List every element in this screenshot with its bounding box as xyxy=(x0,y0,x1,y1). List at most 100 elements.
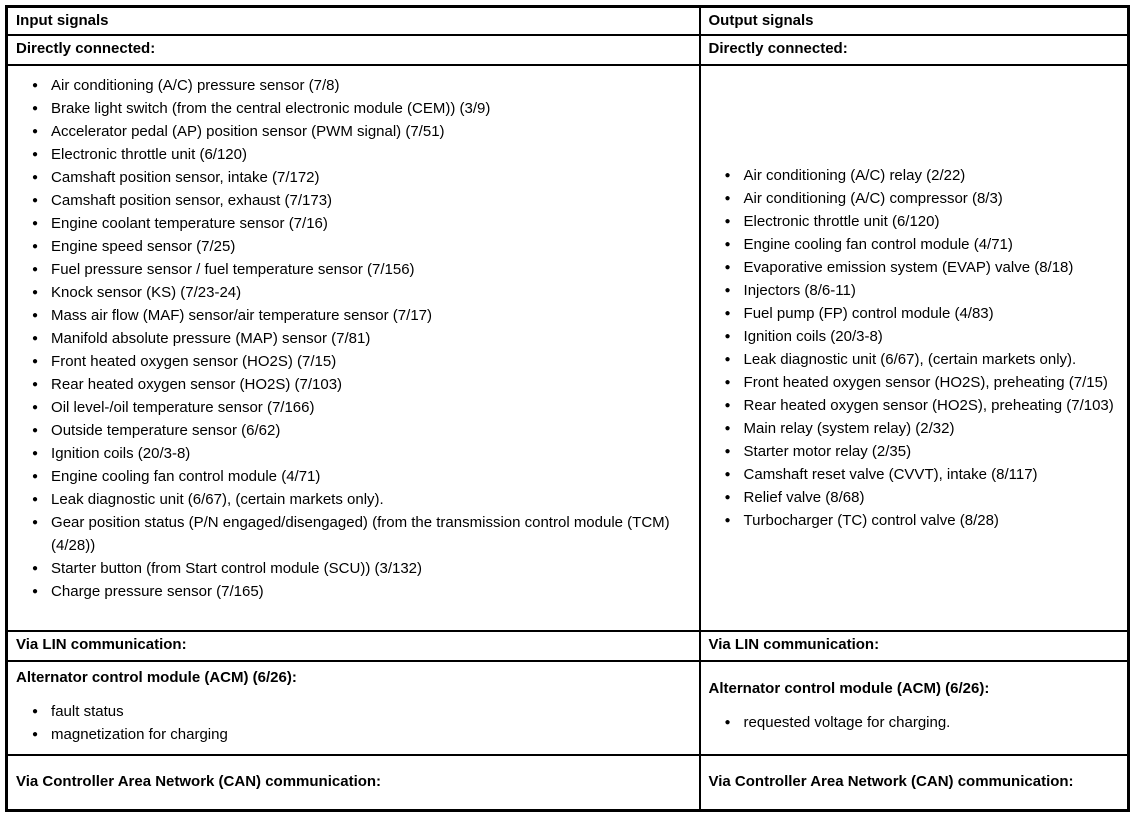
list-item: ● Camshaft position sensor, intake (7/172… xyxy=(32,166,691,189)
header-row: Input signals Output signals xyxy=(5,5,1130,36)
output-directly-connected-cell: Directly connected: xyxy=(698,33,1130,66)
input-acm-title: Alternator control module (ACM) (6/26): xyxy=(16,668,297,686)
bullet-icon: ● xyxy=(32,102,39,114)
bullet-icon: ● xyxy=(724,169,731,181)
list-item-text: Injectors (8/6-11) xyxy=(743,281,856,299)
bullet-icon: ● xyxy=(724,238,731,250)
list-item: ● Camshaft reset valve (CVVT), intake (8/… xyxy=(725,463,1120,486)
list-item: ● Starter button (from Start control modu… xyxy=(32,557,691,580)
list-item-text: Engine cooling fan control module (4/71) xyxy=(743,235,1013,253)
input-directly-connected-label: Directly connected: xyxy=(16,39,156,57)
bullet-icon: ● xyxy=(724,330,731,342)
list-item: ● Engine coolant temperature sensor (7/16… xyxy=(32,212,691,235)
list-item-text: Ignition coils (20/3-8) xyxy=(51,444,191,462)
list-item-text: Camshaft reset valve (CVVT), intake (8/1… xyxy=(743,465,1038,483)
list-item: ● Charge pressure sensor (7/165) xyxy=(32,580,691,603)
input-acm-list: ● fault status ● magnetization for chargin… xyxy=(16,700,691,746)
list-item: ● Engine speed sensor (7/25) xyxy=(32,235,691,258)
list-item: ● Front heated oxygen sensor (HO2S) (7/15… xyxy=(32,350,691,373)
list-item: ● Leak diagnostic unit (6/67), (certain m… xyxy=(725,348,1120,371)
output-signals-header-cell: Output signals xyxy=(698,5,1130,36)
bullet-icon: ● xyxy=(32,194,39,206)
list-item-text: Camshaft position sensor, intake (7/172) xyxy=(51,168,320,186)
list-item-text: Evaporative emission system (EVAP) valve… xyxy=(743,258,1074,276)
list-item-text: Electronic throttle unit (6/120) xyxy=(51,145,247,163)
list-item-text: Engine speed sensor (7/25) xyxy=(51,237,236,255)
output-directly-connected-label: Directly connected: xyxy=(708,39,848,57)
bullet-icon: ● xyxy=(32,401,39,413)
list-item-text: Air conditioning (A/C) pressure sensor (… xyxy=(51,76,340,94)
list-item-text: Brake light switch (from the central ele… xyxy=(51,99,491,117)
bullet-icon: ● xyxy=(32,171,39,183)
list-item: ● Mass air flow (MAF) sensor/air temperat… xyxy=(32,304,691,327)
bullet-icon: ● xyxy=(32,217,39,229)
bullet-icon: ● xyxy=(724,307,731,319)
bullet-icon: ● xyxy=(724,468,731,480)
list-item-text: Oil level-/oil temperature sensor (7/166… xyxy=(51,398,315,416)
list-item-text: Knock sensor (KS) (7/23-24) xyxy=(51,283,242,301)
list-item: ● Rear heated oxygen sensor (HO2S) (7/103… xyxy=(32,373,691,396)
list-item: ● Main relay (system relay) (2/32) xyxy=(725,417,1120,440)
list-item-text: Relief valve (8/68) xyxy=(743,488,865,506)
list-item: ● Fuel pump (FP) control module (4/83) xyxy=(725,302,1120,325)
list-item-text: Electronic throttle unit (6/120) xyxy=(743,212,940,230)
list-item-text: magnetization for charging xyxy=(51,725,228,743)
list-item-text: Turbocharger (TC) control valve (8/28) xyxy=(743,511,999,529)
input-direct-list-cell: ● Air conditioning (A/C) pressure sensor … xyxy=(5,63,701,632)
list-item-text: requested voltage for charging. xyxy=(743,714,951,731)
bullet-icon: ● xyxy=(32,148,39,160)
input-direct-list: ● Air conditioning (A/C) pressure sensor … xyxy=(16,74,691,603)
bullet-icon: ● xyxy=(32,585,39,597)
bullet-icon: ● xyxy=(724,514,731,526)
bullet-icon: ● xyxy=(32,705,39,717)
list-item-text: Accelerator pedal (AP) position sensor (… xyxy=(51,122,445,140)
bullet-icon: ● xyxy=(724,445,731,457)
bullet-icon: ● xyxy=(724,353,731,365)
input-signals-header-cell: Input signals xyxy=(5,5,701,36)
input-can-cell: Via Controller Area Network (CAN) commun… xyxy=(5,753,701,812)
input-directly-connected-cell: Directly connected: xyxy=(5,33,701,66)
list-item: ● Gear position status (P/N engaged/disen… xyxy=(32,511,691,557)
list-item: ● requested voltage for charging. xyxy=(725,711,1120,734)
input-lin-label: Via LIN communication: xyxy=(16,635,187,653)
output-acm-list: ● requested voltage for charging. xyxy=(709,711,1120,734)
bullet-icon: ● xyxy=(724,491,731,503)
bullet-icon: ● xyxy=(32,263,39,275)
list-item-text: Ignition coils (20/3-8) xyxy=(743,327,883,345)
bullet-icon: ● xyxy=(724,376,731,388)
list-item: ● Manifold absolute pressure (MAP) sensor… xyxy=(32,327,691,350)
list-item-text: Starter motor relay (2/35) xyxy=(743,442,912,460)
list-item: ● Air conditioning (A/C) compressor (8/3) xyxy=(725,187,1120,210)
bullet-icon: ● xyxy=(724,399,731,411)
list-item-text: Air conditioning (A/C) compressor (8/3) xyxy=(743,189,1003,207)
bullet-icon: ● xyxy=(32,516,39,528)
list-item-text: Engine coolant temperature sensor (7/16) xyxy=(51,214,328,232)
output-direct-list: ● Air conditioning (A/C) relay (2/22) ● Ai… xyxy=(709,164,1120,532)
bullet-icon: ● xyxy=(32,309,39,321)
list-item-text: Front heated oxygen sensor (HO2S) (7/15) xyxy=(51,352,337,370)
list-item-text: Air conditioning (A/C) relay (2/22) xyxy=(743,166,966,184)
list-item-text: Rear heated oxygen sensor (HO2S), prehea… xyxy=(743,396,1114,414)
input-acm-cell: Alternator control module (ACM) (6/26): … xyxy=(5,659,701,756)
list-item: ● fault status xyxy=(32,700,691,723)
input-can-label: Via Controller Area Network (CAN) commun… xyxy=(16,773,382,791)
list-item-text: Mass air flow (MAF) sensor/air temperatu… xyxy=(51,306,432,324)
list-item-text: fault status xyxy=(51,702,124,720)
list-item: ● Ignition coils (20/3-8) xyxy=(32,442,691,465)
list-item: ● Rear heated oxygen sensor (HO2S), prehe… xyxy=(725,394,1120,417)
list-item-text: Camshaft position sensor, exhaust (7/173… xyxy=(51,191,333,209)
list-item-text: Fuel pressure sensor / fuel temperature … xyxy=(51,260,415,278)
lin-row: Via LIN communication: Via LIN communica… xyxy=(5,629,1130,662)
list-item: ● Front heated oxygen sensor (HO2S), preh… xyxy=(725,371,1120,394)
list-item-text: Rear heated oxygen sensor (HO2S) (7/103) xyxy=(51,375,343,393)
bullet-icon: ● xyxy=(724,192,731,204)
output-lin-cell: Via LIN communication: xyxy=(698,629,1130,662)
bullet-icon: ● xyxy=(32,493,39,505)
list-item: ● Engine cooling fan control module (4/71… xyxy=(32,465,691,488)
list-item: ● Air conditioning (A/C) pressure sensor … xyxy=(32,74,691,97)
list-item: ● Ignition coils (20/3-8) xyxy=(725,325,1120,348)
acm-row: Alternator control module (ACM) (6/26): … xyxy=(5,659,1130,756)
list-item: ● Electronic throttle unit (6/120) xyxy=(725,210,1120,233)
list-item: ● Turbocharger (TC) control valve (8/28) xyxy=(725,509,1120,532)
